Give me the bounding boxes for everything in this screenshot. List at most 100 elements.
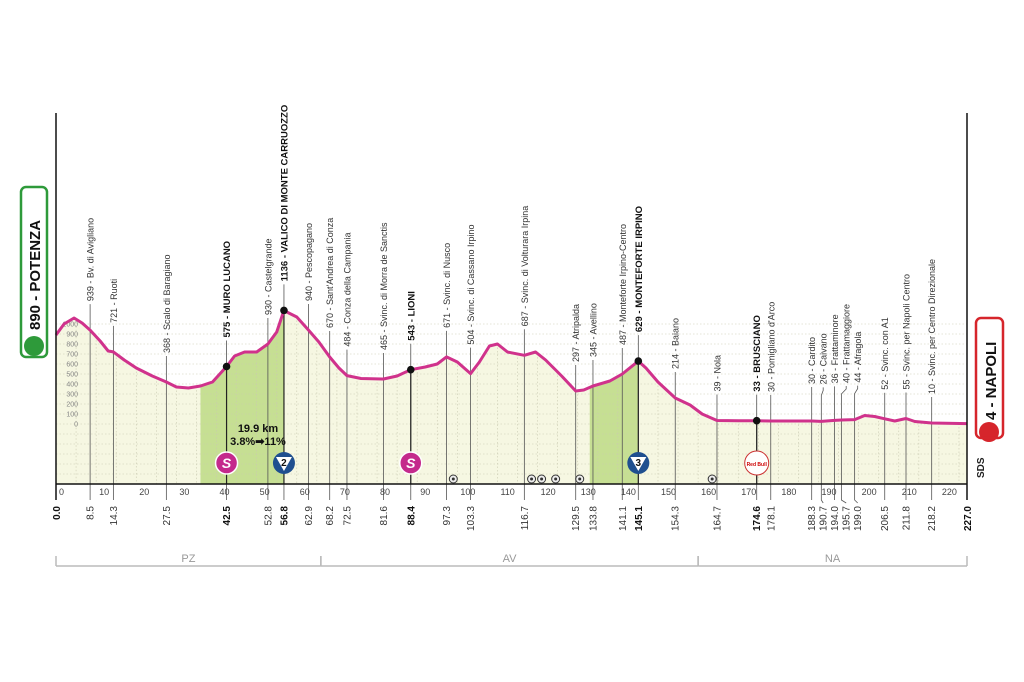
point-km: 42.5 [222, 506, 233, 526]
sprint-marker: S [214, 451, 239, 475]
x-tick-label: 120 [541, 487, 556, 497]
kom-category: 3 [636, 458, 642, 469]
y-tick-label: 600 [66, 362, 78, 369]
road-feature-dot [578, 477, 582, 481]
province-label: NA [825, 553, 841, 565]
x-tick-label: 210 [902, 487, 917, 497]
point-label: 670 - Sant'Andrea di Conza [325, 218, 335, 328]
kom-category: 2 [281, 458, 287, 469]
point-label: 33 - BRUSCIANO [752, 315, 763, 392]
point-label: 721 - Ruoti [109, 279, 119, 323]
point-dot [406, 365, 415, 374]
point-km: 62.9 [304, 506, 315, 526]
point-label: 629 - MONTEFORTE IRPINO [634, 206, 645, 332]
point-km: 27.5 [162, 506, 173, 526]
sprint-letter: S [222, 455, 232, 471]
point-km: 56.8 [279, 506, 290, 526]
y-tick-label: 1000 [62, 322, 78, 329]
province-label: AV [503, 553, 518, 565]
point-label: 36 - Frattaminore [830, 314, 840, 383]
climb-area-0 [200, 310, 284, 484]
x-tick-label: 80 [380, 487, 390, 497]
point-line [820, 387, 824, 504]
point-label: 39 - Nola [712, 355, 722, 392]
road-feature-dot [540, 477, 544, 481]
point-label: 575 - MURO LUCANO [222, 241, 233, 338]
point-dot [222, 362, 231, 371]
sprint-letter: S [406, 455, 416, 471]
point-km: 116.7 [520, 506, 531, 531]
point-dot [752, 416, 761, 425]
point-km: 178.1 [766, 506, 777, 531]
point-label: 214 - Baiano [671, 318, 681, 369]
point-label: 543 - LIONI [406, 291, 417, 341]
x-tick-label: 0 [59, 487, 64, 497]
point-km: 97.3 [442, 506, 453, 526]
x-tick-label: 70 [340, 487, 350, 497]
point-km: 129.5 [571, 506, 582, 531]
point-label: 484 - Conza della Campania [342, 233, 352, 347]
start-km: 0.0 [52, 506, 63, 520]
climb-gradient: 3.8%➡11% [230, 436, 286, 448]
finish-box [974, 316, 1005, 440]
point-km: 194.0 [830, 506, 841, 531]
point-label: 368 - Scalo di Baragiano [162, 254, 172, 353]
x-tick-label: 30 [179, 487, 189, 497]
point-label: 930 - Castelgrande [263, 238, 273, 315]
point-km: 199.0 [853, 506, 864, 531]
point-label: 939 - Bv. di Avigliano [86, 218, 96, 301]
point-label: 465 - Svinc. di Morra de Sanctis [379, 222, 389, 350]
y-tick-label: 900 [66, 332, 78, 339]
point-km: 52.8 [263, 506, 274, 526]
y-tick-label: 800 [66, 342, 78, 349]
point-km: 218.2 [927, 506, 938, 531]
point-label: 30 - Pomigliano d'Arco [766, 302, 776, 392]
point-label: 297 - Atripalda [571, 304, 581, 362]
x-tick-label: 90 [420, 487, 430, 497]
x-tick-label: 60 [300, 487, 310, 497]
point-label: 671 - Svinc. di Nusco [442, 243, 452, 328]
x-tick-label: 180 [781, 487, 796, 497]
y-tick-label: 500 [66, 372, 78, 379]
red-bull-km-marker: Red Bull [744, 450, 770, 476]
point-km: 14.3 [109, 506, 120, 526]
point-label: 55 - Svinc. per Napoli Centro [901, 274, 911, 390]
point-km: 206.5 [880, 506, 891, 531]
road-feature-dot [530, 477, 534, 481]
y-tick-label: 400 [66, 382, 78, 389]
start-box [19, 185, 49, 359]
point-km: 68.2 [325, 506, 336, 526]
climb-area-1 [589, 361, 639, 484]
point-label: 504 - Svinc. di Cassano Irpino [466, 225, 476, 345]
point-label: 26 - Caivano [819, 333, 829, 384]
point-km: 72.5 [342, 506, 353, 526]
cyclist-start-icon [24, 336, 44, 356]
point-km: 154.3 [671, 506, 682, 531]
x-tick-label: 160 [701, 487, 716, 497]
y-tick-label: 700 [66, 352, 78, 359]
x-tick-label: 20 [139, 487, 149, 497]
province-label: PZ [181, 553, 195, 565]
x-tick-label: 50 [260, 487, 270, 497]
road-feature-dot [451, 477, 455, 481]
road-feature-dot [554, 477, 558, 481]
point-km: 81.6 [379, 506, 390, 526]
point-line [854, 385, 859, 504]
point-km: 88.4 [406, 506, 417, 526]
start-label: 890 - POTENZA [27, 220, 44, 330]
sprint-marker: S [399, 451, 423, 475]
x-tick-label: 170 [741, 487, 756, 497]
point-label: 487 - Monteforte Irpino-Centro [618, 224, 628, 345]
point-km: 195.7 [842, 506, 853, 531]
sprint-icon [399, 451, 423, 475]
point-label: 40 - Frattamaggiore [842, 304, 852, 383]
kom-marker: 3 [627, 452, 650, 474]
point-line [840, 386, 847, 504]
x-tick-label: 200 [862, 487, 877, 497]
point-km: 8.5 [86, 506, 97, 520]
point-dot [634, 357, 643, 365]
profile-line [54, 308, 968, 426]
point-label: 52 - Svinc. con A1 [880, 317, 890, 390]
x-tick-label: 150 [661, 487, 676, 497]
